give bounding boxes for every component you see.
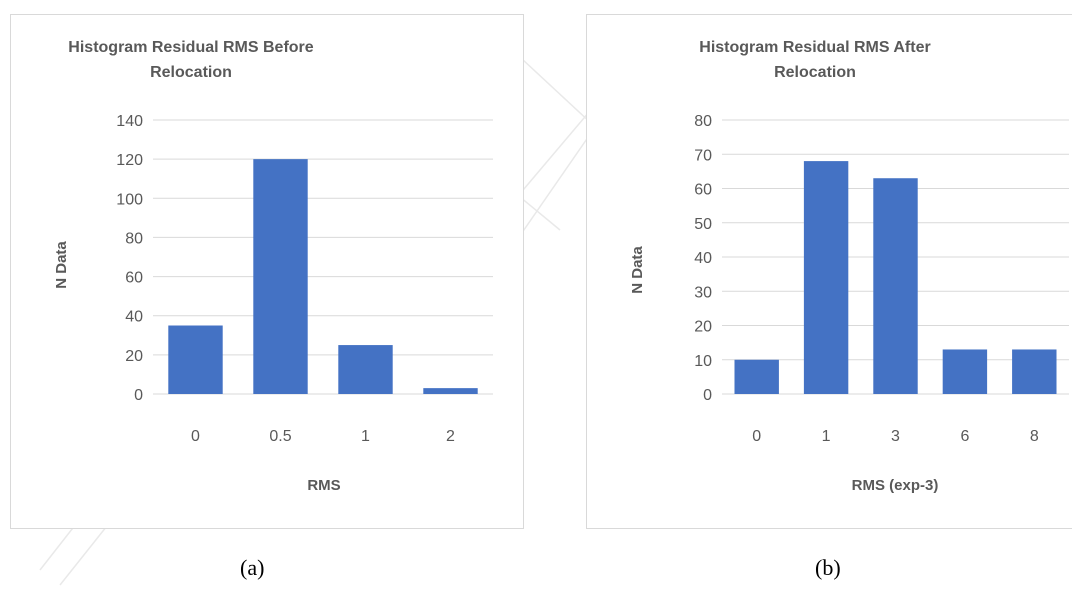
chart-panel-after: Histogram Residual RMS After Relocation …	[586, 14, 1072, 529]
bars	[734, 161, 1057, 394]
x-tick-label: 0	[191, 428, 200, 445]
chart-after-relocation: Histogram Residual RMS After Relocation …	[629, 39, 1069, 494]
y-tick-label: 50	[694, 216, 712, 233]
y-tick-labels: 0 10 20 30 40 50 60 70 80	[694, 113, 712, 404]
y-tick-label: 100	[116, 191, 143, 208]
y-tick-label: 0	[703, 387, 712, 404]
y-axis-label: N Data	[53, 241, 70, 289]
chart-title-line-1: Histogram Residual RMS Before	[68, 39, 313, 56]
y-tick-label: 20	[125, 348, 143, 365]
y-tick-label: 60	[125, 270, 143, 287]
x-tick-labels: 0 0.5 1 2	[191, 428, 455, 445]
x-tick-label: 1	[822, 428, 831, 445]
bar-6	[942, 349, 988, 394]
chart-title-line-2: Relocation	[774, 64, 856, 81]
y-tick-label: 40	[694, 250, 712, 267]
chart-title-line-2: Relocation	[150, 64, 232, 81]
y-tick-label: 20	[694, 319, 712, 336]
bar-1	[338, 345, 393, 394]
bar-0	[734, 359, 779, 394]
y-tick-label: 120	[116, 152, 143, 169]
y-tick-label: 80	[125, 230, 143, 247]
x-axis-label: RMS	[307, 477, 340, 494]
y-tick-label: 80	[694, 113, 712, 130]
bar-0	[168, 325, 223, 394]
bar-1	[803, 161, 849, 394]
x-tick-label: 3	[891, 428, 900, 445]
bar-0.5	[253, 159, 308, 394]
bar-3	[873, 178, 918, 394]
bar-2	[423, 388, 478, 394]
chart-before-relocation: Histogram Residual RMS Before Relocation…	[53, 39, 493, 494]
chart-title-line-1: Histogram Residual RMS After	[699, 39, 930, 56]
figure-caption-a: (a)	[240, 555, 265, 580]
y-tick-label: 10	[694, 353, 712, 370]
y-axis-label: N Data	[629, 246, 646, 294]
bar-8	[1012, 349, 1057, 394]
x-tick-label: 1	[361, 428, 370, 445]
y-tick-label: 30	[694, 284, 712, 301]
x-tick-label: 2	[446, 428, 455, 445]
y-tick-label: 60	[694, 182, 712, 199]
y-tick-label: 140	[116, 113, 143, 130]
x-tick-label: 0	[752, 428, 761, 445]
x-axis-label: RMS (exp-3)	[852, 477, 939, 494]
chart-panel-before: Histogram Residual RMS Before Relocation…	[10, 14, 524, 529]
x-tick-label: 6	[960, 428, 969, 445]
x-tick-label: 8	[1030, 428, 1039, 445]
y-tick-label: 0	[134, 387, 143, 404]
figure-caption-b: (b)	[815, 555, 841, 580]
y-tick-label: 70	[694, 147, 712, 164]
x-tick-label: 0.5	[269, 428, 291, 445]
x-tick-labels: 0 1 3 6 8	[752, 428, 1039, 445]
bars	[168, 159, 478, 394]
y-tick-labels: 0 20 40 60 80 100 120 140	[116, 113, 143, 404]
y-tick-label: 40	[125, 309, 143, 326]
